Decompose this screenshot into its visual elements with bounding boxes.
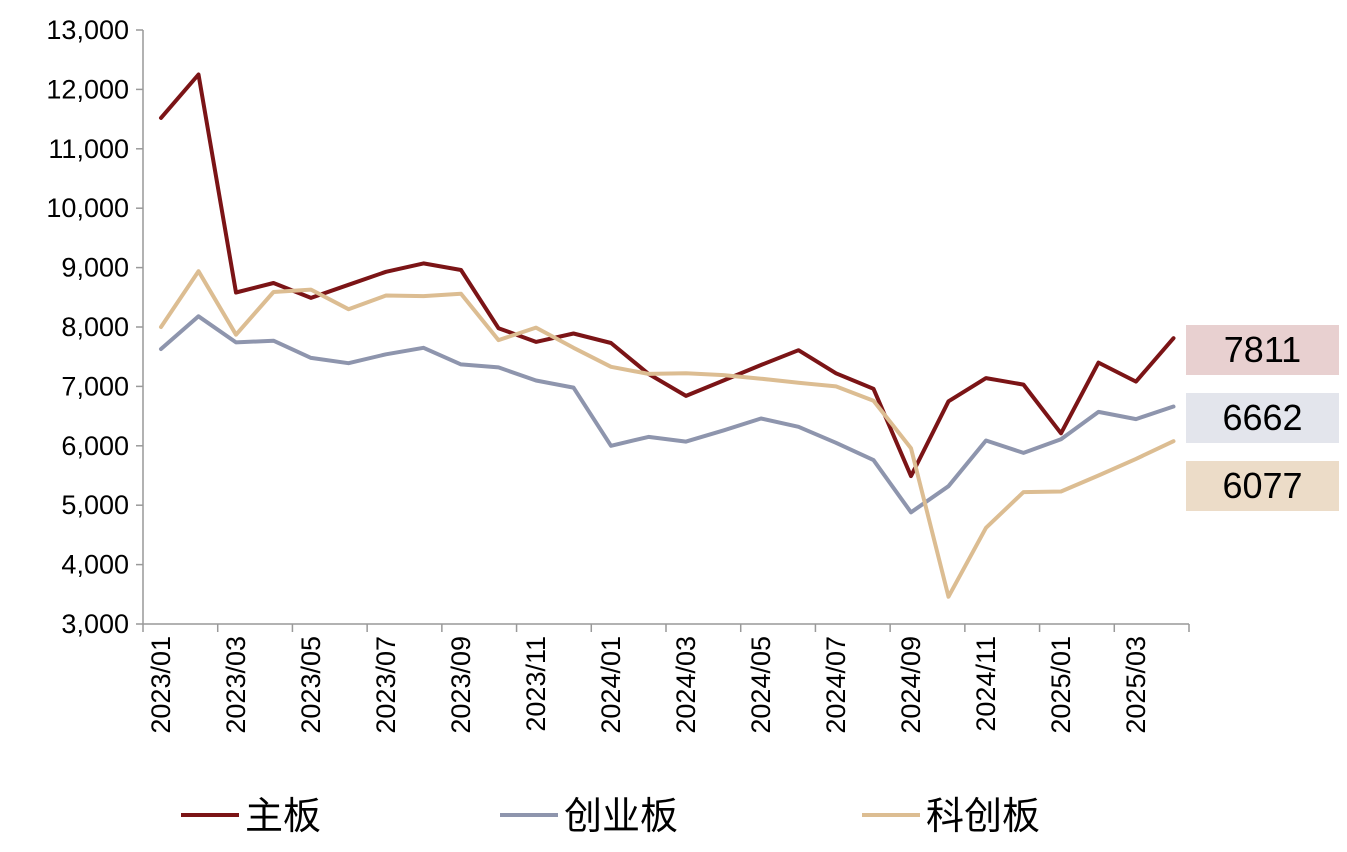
- end-label-box: [1186, 393, 1339, 443]
- x-tick-label: 2023/01: [146, 636, 176, 734]
- legend-label: 科创板: [926, 796, 1040, 838]
- x-axis: 2023/01 2023/03 2023/05 2023/07 2023/09 2023/…: [142, 623, 1190, 734]
- x-tick-label: 2023/07: [371, 636, 401, 734]
- end-value-label: 6077: [1222, 465, 1302, 506]
- y-tick-label: 11,000: [48, 134, 129, 164]
- series-line-1: [159, 314, 1176, 515]
- y-tick-label: 12,000: [46, 74, 129, 104]
- x-tick-label: 2024/07: [821, 636, 851, 734]
- y-tick-label: 13,000: [46, 15, 129, 45]
- x-tick-label: 2023/03: [221, 636, 251, 734]
- x-tick-label: 2024/05: [746, 636, 776, 734]
- end-value-label: 6662: [1222, 397, 1302, 438]
- x-tick-label: 2024/03: [671, 636, 701, 734]
- y-tick-label: 5,000: [61, 490, 129, 520]
- y-tick-label: 10,000: [46, 193, 129, 223]
- series-lines: [159, 72, 1176, 599]
- series-line-2: [159, 269, 1176, 599]
- y-tick-label: 9,000: [61, 253, 129, 283]
- x-tick-label: 2023/09: [446, 636, 476, 734]
- x-tick-label: 2024/11: [971, 636, 1001, 732]
- end-label-box: [1186, 461, 1339, 511]
- x-tick-label: 2023/05: [296, 636, 326, 734]
- y-tick-label: 7,000: [61, 371, 129, 401]
- end-value-labels: 7811 6662 6077: [1186, 325, 1339, 511]
- end-label-box: [1186, 325, 1339, 375]
- x-tick-label: 2023/11: [521, 636, 551, 732]
- series-line-0: [159, 72, 1176, 479]
- y-tick-label: 6,000: [61, 431, 129, 461]
- y-tick-label: 8,000: [61, 312, 129, 342]
- x-tick-label: 2024/01: [596, 636, 626, 734]
- x-tick-label: 2025/03: [1121, 636, 1151, 734]
- x-tick-label: 2025/01: [1046, 636, 1076, 734]
- x-tick-label: 2024/09: [896, 636, 926, 734]
- legend-label: 创业板: [564, 796, 678, 838]
- legend: 主板 创业板 科创板: [181, 796, 1040, 838]
- y-tick-label: 3,000: [61, 609, 129, 639]
- legend-label: 主板: [245, 796, 321, 838]
- y-tick-label: 4,000: [61, 550, 129, 580]
- y-axis: 3,000 4,000 5,000 6,000 7,000 8,000 9,000 10,00…: [46, 15, 144, 639]
- end-value-label: 7811: [1224, 329, 1301, 370]
